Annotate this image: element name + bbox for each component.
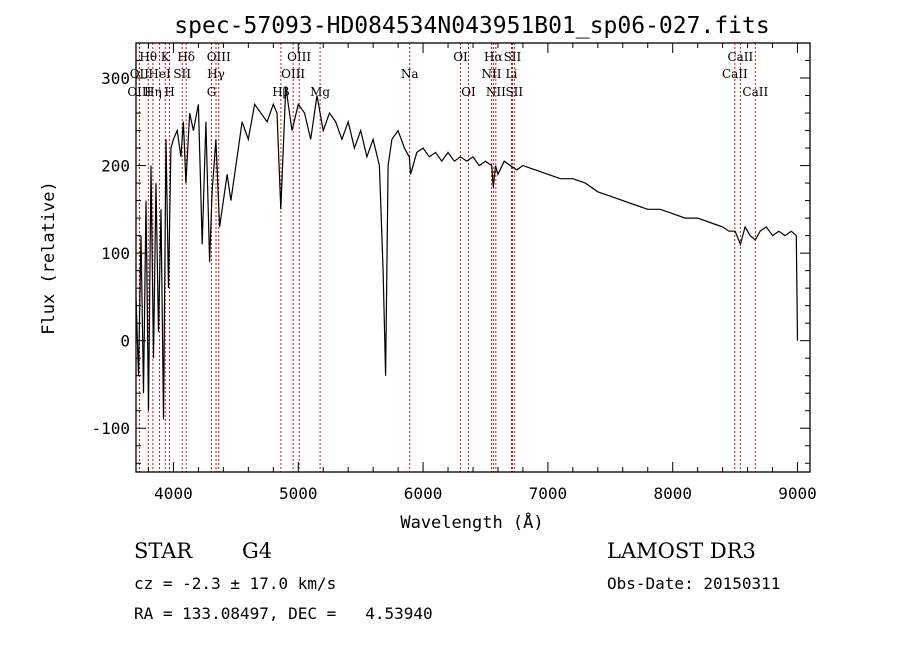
line-label: OII	[130, 67, 150, 81]
x-tick-label: 5000	[279, 484, 318, 503]
y-tick-label: 100	[101, 244, 130, 263]
x-tick-label: 9000	[778, 484, 817, 503]
line-markers	[138, 43, 756, 472]
spectrum-line	[135, 86, 799, 420]
object-class: STAR	[134, 539, 193, 563]
line-label: OI	[453, 50, 468, 64]
line-label: HeI	[148, 67, 171, 81]
plot-frame	[135, 42, 811, 473]
x-tick-label: 4000	[154, 484, 193, 503]
x-tick-label: 6000	[404, 484, 443, 503]
line-label: OI	[461, 85, 476, 99]
line-label: Hη	[144, 85, 162, 99]
line-label: OIII	[281, 67, 305, 81]
redshift-velocity: cz = -2.3 ± 17.0 km/s	[134, 574, 337, 593]
line-label: OIII	[287, 50, 311, 64]
observation-date: Obs-Date: 20150311	[607, 574, 781, 593]
line-label: NII	[486, 85, 506, 99]
y-axis: -100 0 100 200 300	[91, 42, 810, 464]
y-tick-label: 300	[101, 69, 130, 88]
line-label: SII	[504, 50, 522, 64]
line-label: Hα	[484, 50, 503, 64]
line-label: CaII	[742, 85, 768, 99]
line-label: Li	[506, 67, 518, 81]
line-label: G	[207, 85, 217, 99]
line-label: Hδ	[177, 50, 195, 64]
line-label: CaII	[727, 50, 753, 64]
y-tick-label: -100	[91, 419, 130, 438]
line-label: SII	[173, 67, 191, 81]
object-subclass: G4	[242, 539, 273, 563]
line-label: OIII	[127, 85, 151, 99]
survey-name: LAMOST DR3	[607, 539, 756, 563]
line-label: K	[161, 50, 171, 64]
line-label: Na	[401, 67, 419, 81]
y-tick-label: 0	[120, 332, 130, 351]
line-label: SII	[505, 85, 523, 99]
line-label: NII	[481, 67, 501, 81]
y-axis-label: Flux (relative)	[39, 181, 59, 335]
x-tick-label: 8000	[653, 484, 692, 503]
line-label: CaII	[722, 67, 748, 81]
line-label: Hθ	[139, 50, 157, 64]
chart-title: spec-57093-HD084534N043951B01_sp06-027.f…	[174, 13, 769, 39]
line-label: Hγ	[207, 67, 225, 81]
x-tick-label: 7000	[529, 484, 568, 503]
coordinates: RA = 133.08497, DEC = 4.53940	[134, 604, 433, 623]
x-axis-label: Wavelength (Å)	[400, 511, 543, 533]
x-axis: 4000 5000 6000 7000 8000 9000	[147, 43, 817, 503]
line-label: H	[164, 85, 174, 99]
line-label: OIII	[207, 50, 231, 64]
line-label: Mg	[310, 85, 330, 99]
y-tick-label: 200	[101, 157, 130, 176]
